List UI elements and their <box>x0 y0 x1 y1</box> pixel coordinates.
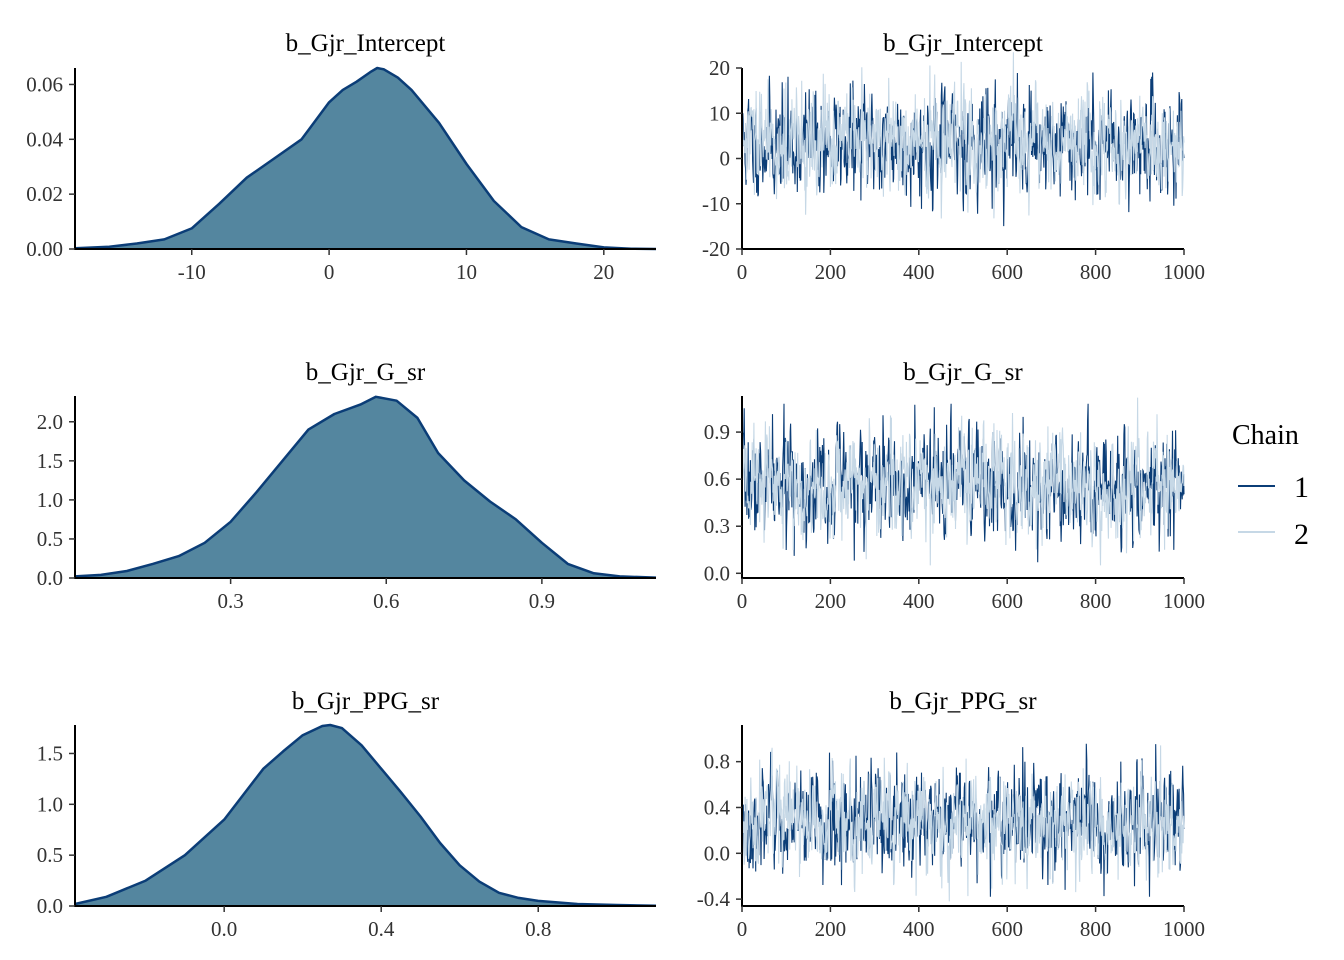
x-tick-label: 20 <box>593 260 614 284</box>
y-tick-label: 0 <box>720 147 731 171</box>
y-tick-label: 0.0 <box>704 841 730 865</box>
y-tick-label: 0.4 <box>704 795 731 819</box>
panel-4: b_Gjr_G_sr 0 200 400 600 800 1000 0.0 0.3 0.6 0.9 <box>704 359 1205 613</box>
x-tick-label: 600 <box>991 260 1023 284</box>
panel-title: b_Gjr_Intercept <box>286 30 446 57</box>
density-line <box>74 66 657 251</box>
x-tick-label: 800 <box>1080 260 1112 284</box>
panel-1: b_Gjr_Intercept -10 0 10 20 0.00 0.02 0.04 0.06 <box>26 30 657 284</box>
x-tick-label: 200 <box>815 589 847 613</box>
y-tick-label: 0.00 <box>26 237 63 261</box>
trace-chain-2 <box>741 52 1185 219</box>
y-tick-label: 0.5 <box>37 843 63 867</box>
y-tick-label: 1.0 <box>37 792 63 816</box>
x-tick-label: 0.8 <box>525 917 551 941</box>
y-tick-label: 0.0 <box>37 566 63 590</box>
panel-title: b_Gjr_G_sr <box>903 359 1023 386</box>
x-tick-label: 0 <box>737 917 748 941</box>
density-fill <box>75 396 656 578</box>
x-tick-label: 1000 <box>1163 260 1205 284</box>
y-tick-label: 0.3 <box>704 514 730 538</box>
density-fill <box>75 725 656 906</box>
x-tick-label: 200 <box>815 260 847 284</box>
x-tick-label: 1000 <box>1163 917 1205 941</box>
x-tick-label: 800 <box>1080 917 1112 941</box>
x-tick-label: 600 <box>991 917 1023 941</box>
plot-area <box>741 743 1185 902</box>
x-tick-label: 400 <box>903 260 935 284</box>
x-tick-label: 0.9 <box>529 589 555 613</box>
legend-title: Chain <box>1232 420 1299 451</box>
panel-6: b_Gjr_PPG_sr 0 200 400 600 800 1000 -0.4 0.0 0.4 0… <box>697 688 1205 941</box>
x-tick-label: 1000 <box>1163 589 1205 613</box>
x-tick-label: 400 <box>903 589 935 613</box>
plot-area <box>74 723 657 907</box>
legend-label-chain-1: 1 <box>1294 471 1309 504</box>
x-tick-label: 0.0 <box>211 917 237 941</box>
x-tick-label: 400 <box>903 917 935 941</box>
y-tick-label: 0.8 <box>704 750 730 774</box>
plot-area <box>741 52 1185 227</box>
x-tick-label: 0 <box>324 260 335 284</box>
y-tick-label: 0.06 <box>26 72 63 96</box>
y-tick-label: 2.0 <box>37 410 63 434</box>
trace-chain-2 <box>741 397 1185 566</box>
legend-label-chain-2: 2 <box>1294 518 1309 551</box>
panel-2: b_Gjr_Intercept 0 200 400 600 800 1000 -20 -10 0 1… <box>702 30 1205 284</box>
x-tick-label: 800 <box>1080 589 1112 613</box>
panel-title: b_Gjr_PPG_sr <box>889 688 1037 715</box>
panel-3: b_Gjr_G_sr 0.3 0.6 0.9 0.0 0.5 1.0 1.5 2.0 <box>37 359 657 613</box>
x-tick-label: 600 <box>991 589 1023 613</box>
trace-chain-2 <box>741 745 1185 902</box>
density-fill <box>75 68 656 249</box>
panel-5: b_Gjr_PPG_sr 0.0 0.4 0.8 0.0 0.5 1.0 1.5 <box>37 688 657 941</box>
chain-legend: Chain 1 2 <box>1232 420 1309 551</box>
panel-title: b_Gjr_Intercept <box>883 30 1043 57</box>
density-line <box>74 395 657 579</box>
x-tick-label: 0 <box>737 260 748 284</box>
y-tick-label: 20 <box>709 56 730 80</box>
plot-area <box>741 397 1185 566</box>
x-tick-label: -10 <box>178 260 206 284</box>
x-tick-label: 200 <box>815 917 847 941</box>
y-tick-label: 0.0 <box>704 561 730 585</box>
y-tick-label: 0.9 <box>704 420 730 444</box>
y-tick-label: 0.0 <box>37 894 63 918</box>
y-tick-label: 1.0 <box>37 488 63 512</box>
x-tick-label: 0.6 <box>373 589 399 613</box>
density-line <box>74 723 657 907</box>
x-tick-label: 0 <box>737 589 748 613</box>
y-tick-label: -0.4 <box>697 887 731 911</box>
plot-area <box>74 395 657 579</box>
y-tick-label: -10 <box>702 192 730 216</box>
y-tick-label: -20 <box>702 237 730 261</box>
y-tick-label: 0.04 <box>26 127 63 151</box>
y-tick-label: 0.02 <box>26 182 63 206</box>
x-tick-label: 0.3 <box>218 589 244 613</box>
trace-chain-1 <box>741 403 1185 563</box>
panel-title: b_Gjr_G_sr <box>306 359 426 386</box>
x-tick-label: 0.4 <box>368 917 395 941</box>
y-tick-label: 1.5 <box>37 741 63 765</box>
plot-area <box>74 66 657 251</box>
y-tick-label: 0.5 <box>37 527 63 551</box>
y-tick-label: 1.5 <box>37 449 63 473</box>
y-tick-label: 0.6 <box>704 467 730 491</box>
y-tick-label: 10 <box>709 101 730 125</box>
x-tick-label: 10 <box>456 260 477 284</box>
panel-title: b_Gjr_PPG_sr <box>292 688 440 715</box>
